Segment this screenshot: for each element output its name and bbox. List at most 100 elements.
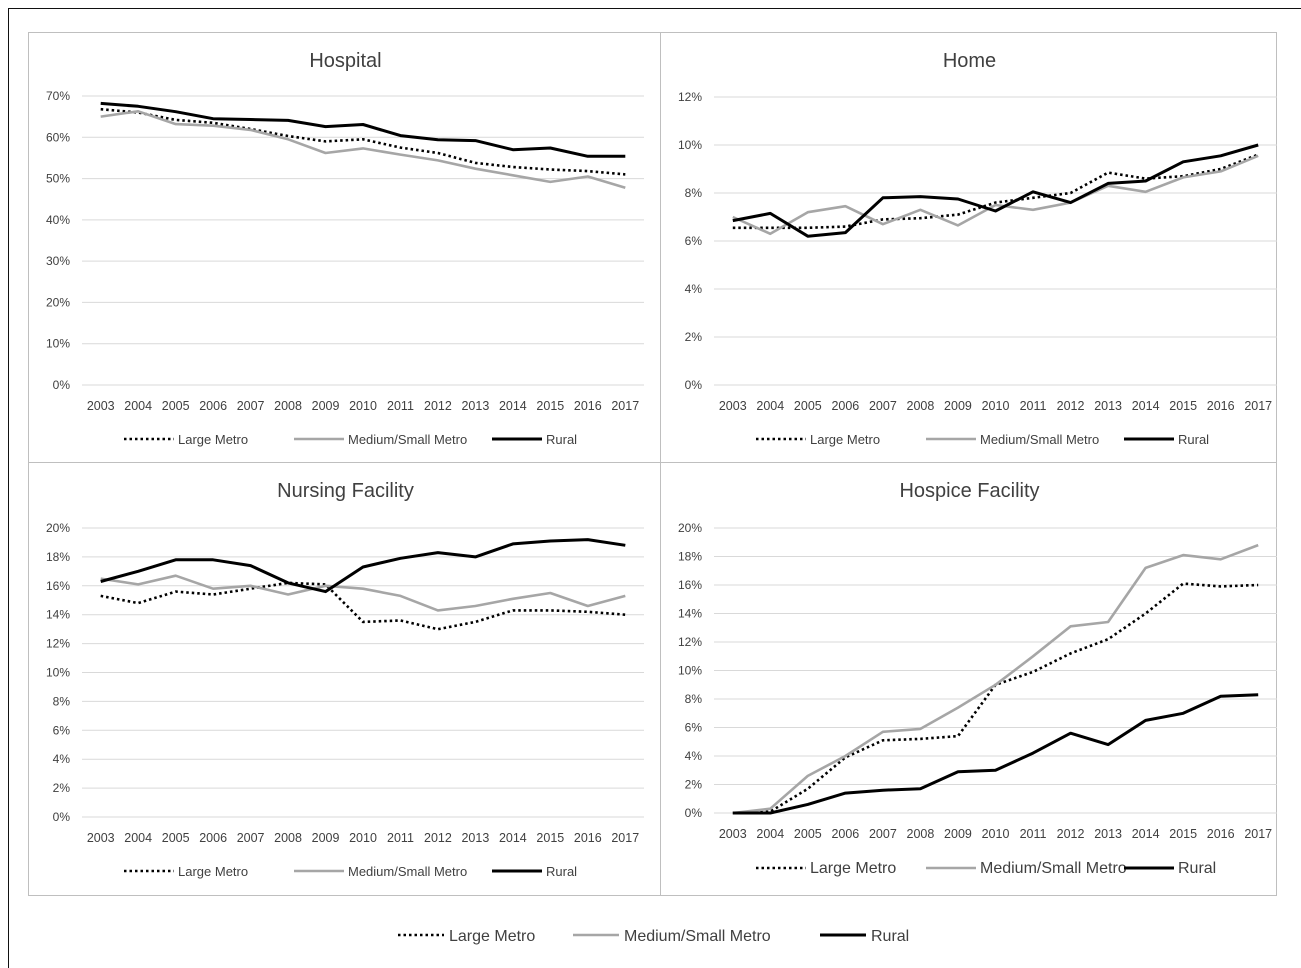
x-tick-label: 2013 bbox=[461, 831, 489, 845]
legend-label-rural: Rural bbox=[1178, 432, 1209, 447]
x-tick-label: 2004 bbox=[756, 399, 784, 413]
x-tick-label: 2011 bbox=[1020, 399, 1047, 413]
x-tick-label: 2004 bbox=[124, 399, 152, 413]
y-tick-label: 12% bbox=[46, 637, 70, 651]
x-tick-label: 2015 bbox=[1169, 827, 1197, 841]
legend-label-large-metro: Large Metro bbox=[178, 432, 248, 447]
y-tick-label: 4% bbox=[685, 282, 703, 296]
x-tick-label: 2012 bbox=[424, 399, 452, 413]
x-tick-label: 2008 bbox=[907, 399, 935, 413]
legend-label-large-metro: Large Metro bbox=[449, 928, 535, 945]
y-tick-label: 18% bbox=[678, 550, 702, 564]
hospital-chart: Hospital 0% 10% 20% 30% 40% 50% 60% 70% 2003 2004 2… bbox=[46, 50, 644, 447]
series-line-medium-small-metro bbox=[732, 154, 1259, 236]
x-tick-label: 2008 bbox=[907, 827, 935, 841]
x-tick-label: 2010 bbox=[982, 827, 1010, 841]
x-tick-label: 2015 bbox=[536, 399, 564, 413]
series-line-large-metro bbox=[732, 582, 1259, 815]
x-tick-label: 2006 bbox=[199, 831, 227, 845]
x-tick-label: 2012 bbox=[1057, 827, 1085, 841]
x-tick-label: 2011 bbox=[387, 399, 414, 413]
x-tick-label: 2014 bbox=[499, 831, 527, 845]
y-tick-label: 0% bbox=[685, 806, 703, 820]
x-tick-label: 2009 bbox=[944, 827, 972, 841]
chart-title: Hospice Facility bbox=[899, 480, 1039, 502]
y-tick-label: 0% bbox=[53, 378, 71, 392]
y-tick-label: 4% bbox=[685, 749, 703, 763]
y-tick-label: 6% bbox=[53, 723, 71, 737]
legend-label-medium-small-metro: Medium/Small Metro bbox=[348, 864, 467, 879]
y-tick-label: 12% bbox=[678, 90, 702, 104]
chart-title: Hospital bbox=[309, 50, 381, 72]
x-tick-label: 2014 bbox=[499, 399, 527, 413]
x-tick-label: 2009 bbox=[312, 399, 340, 413]
figure-frame bbox=[8, 8, 1301, 968]
legend-label-large-metro: Large Metro bbox=[810, 432, 880, 447]
x-tick-label: 2017 bbox=[1244, 827, 1272, 841]
legend-label-rural: Rural bbox=[546, 864, 577, 879]
panel-legend: Large Metro Medium/Small Metro Rural bbox=[124, 864, 577, 879]
x-tick-label: 2010 bbox=[349, 399, 377, 413]
x-tick-label: 2005 bbox=[162, 399, 190, 413]
x-tick-label: 2016 bbox=[1207, 827, 1235, 841]
series-line-medium-small-metro bbox=[100, 574, 626, 612]
series-line-rural bbox=[100, 101, 626, 158]
x-tick-label: 2011 bbox=[387, 831, 414, 845]
legend-label-medium-small-metro: Medium/Small Metro bbox=[980, 860, 1127, 877]
x-tick-label: 2006 bbox=[199, 399, 227, 413]
x-tick-label: 2005 bbox=[162, 831, 190, 845]
x-tick-label: 2017 bbox=[611, 399, 639, 413]
x-tick-label: 2017 bbox=[611, 831, 639, 845]
x-tick-label: 2013 bbox=[461, 399, 489, 413]
x-tick-label: 2012 bbox=[1057, 399, 1085, 413]
x-tick-label: 2009 bbox=[312, 831, 340, 845]
series-line-medium-small-metro bbox=[732, 543, 1259, 815]
series-line-rural bbox=[732, 143, 1259, 238]
x-tick-label: 2012 bbox=[424, 831, 452, 845]
hospice-facility-chart-panel: Hospice Facility 0% 2% 4% 6% 8% 10% 12% 14% 16% 18… bbox=[660, 462, 1277, 896]
x-tick-label: 2003 bbox=[719, 827, 747, 841]
legend-label-large-metro: Large Metro bbox=[178, 864, 248, 879]
y-tick-label: 8% bbox=[53, 694, 71, 708]
x-tick-label: 2015 bbox=[1169, 399, 1197, 413]
series-line-large-metro bbox=[100, 107, 626, 176]
x-tick-label: 2004 bbox=[756, 827, 784, 841]
hospice-facility-chart: Hospice Facility 0% 2% 4% 6% 8% 10% 12% 14% 16% 18… bbox=[678, 480, 1277, 877]
y-tick-label: 18% bbox=[46, 550, 70, 564]
y-tick-label: 70% bbox=[46, 89, 70, 103]
y-tick-label: 60% bbox=[46, 130, 70, 144]
nursing-facility-chart-panel: Nursing Facility 0% 2% 4% 6% 8% 10% 12% 14% 16% 18… bbox=[28, 462, 661, 896]
y-tick-label: 8% bbox=[685, 692, 703, 706]
x-tick-label: 2007 bbox=[237, 831, 265, 845]
x-tick-label: 2015 bbox=[536, 831, 564, 845]
series-line-large-metro bbox=[100, 581, 626, 631]
series-line-large-metro bbox=[732, 153, 1259, 230]
x-tick-label: 2009 bbox=[944, 399, 972, 413]
x-tick-label: 2010 bbox=[982, 399, 1010, 413]
x-tick-label: 2007 bbox=[869, 827, 897, 841]
home-chart-panel: Home 0% 2% 4% 6% 8% 10% 12% 2003 2004 2005 2006 2007… bbox=[660, 32, 1277, 463]
y-tick-label: 14% bbox=[678, 607, 702, 621]
hospital-chart-panel: Hospital 0% 10% 20% 30% 40% 50% 60% 70% 2003 2004 2… bbox=[28, 32, 661, 463]
y-tick-label: 0% bbox=[53, 810, 71, 824]
legend-label-large-metro: Large Metro bbox=[810, 860, 896, 877]
legend-label-medium-small-metro: Medium/Small Metro bbox=[624, 928, 771, 945]
series-line-rural bbox=[732, 693, 1259, 815]
x-tick-label: 2007 bbox=[237, 399, 265, 413]
chart-title: Home bbox=[943, 50, 996, 72]
y-tick-label: 30% bbox=[46, 254, 70, 268]
y-tick-label: 2% bbox=[685, 330, 703, 344]
legend-label-rural: Rural bbox=[546, 432, 577, 447]
x-tick-label: 2016 bbox=[574, 399, 602, 413]
figure-legend: Large Metro Medium/Small Metro Rural bbox=[398, 928, 909, 945]
x-tick-label: 2017 bbox=[1244, 399, 1272, 413]
y-tick-label: 10% bbox=[678, 664, 702, 678]
x-tick-label: 2014 bbox=[1132, 399, 1160, 413]
x-tick-label: 2003 bbox=[87, 399, 115, 413]
y-tick-label: 20% bbox=[46, 521, 70, 535]
x-tick-label: 2010 bbox=[349, 831, 377, 845]
y-tick-label: 12% bbox=[678, 635, 702, 649]
x-tick-label: 2016 bbox=[574, 831, 602, 845]
y-tick-label: 50% bbox=[46, 172, 70, 186]
chart-title: Nursing Facility bbox=[277, 480, 414, 502]
